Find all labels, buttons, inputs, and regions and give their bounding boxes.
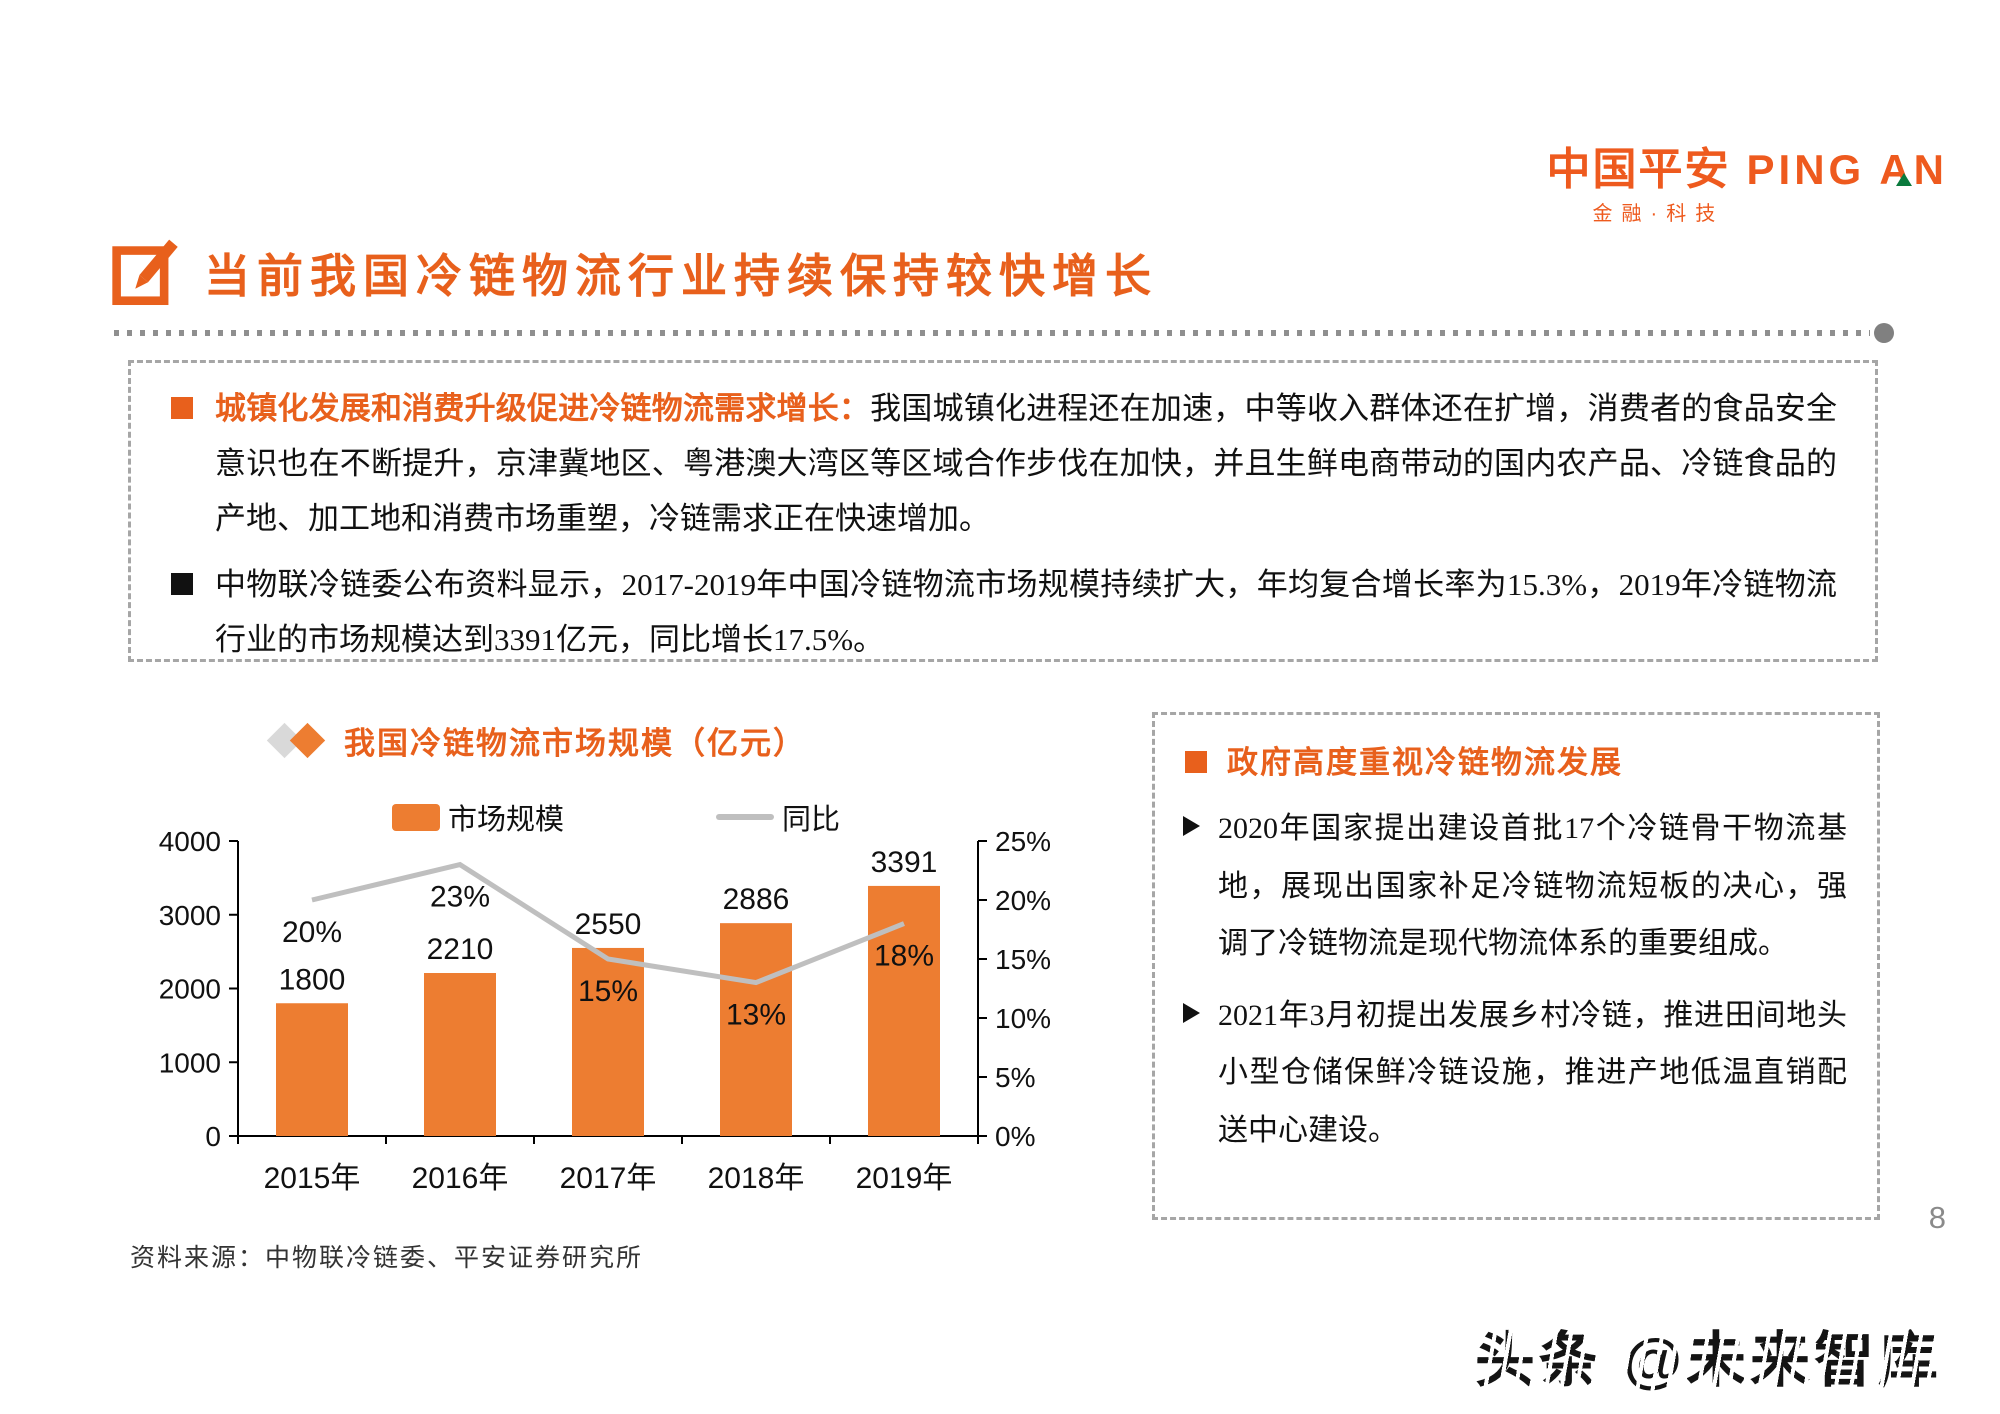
government-box: 政府高度重视冷链物流发展 2020年国家提出建设首批17个冷链骨干物流基地，展现… xyxy=(1152,712,1880,1220)
category-label: 2019年 xyxy=(856,1162,953,1195)
right-axis-tick-label: 20% xyxy=(995,885,1051,916)
square-bullet-icon xyxy=(171,572,193,595)
bar-value-label: 2550 xyxy=(575,908,642,941)
logo-green-accent-icon xyxy=(1896,173,1912,186)
bar xyxy=(424,973,496,1136)
source-note: 资料来源：中物联冷链委、平安证券研究所 xyxy=(130,1245,644,1272)
page-number: 8 xyxy=(1928,1200,1946,1235)
divider-end-dot xyxy=(1874,323,1894,343)
government-box-header: 政府高度重视冷链物流发展 xyxy=(1181,737,1847,782)
category-label: 2017年 xyxy=(560,1162,657,1195)
key-point-item: 中物联冷链委公布资料显示，2017-2019年中国冷链物流市场规模持续扩大，年均… xyxy=(165,557,1837,667)
government-point-item: 2021年3月初提出发展乡村冷链，推进田间地头小型仓储保鲜冷链设施，推进产地低温… xyxy=(1181,987,1847,1160)
logo-english-name: PING AN xyxy=(1746,146,1948,193)
logo-subtitle: 金融·科技 xyxy=(1592,203,1725,225)
bar-value-label: 2886 xyxy=(723,883,790,916)
arrow-bullet-icon xyxy=(1183,1002,1200,1023)
bar xyxy=(572,947,644,1136)
market-size-combo-chart: 0 1000 2000 3000 4000 0% 5% 10% 15% 20% 25% 1800 201… xyxy=(159,826,1051,1195)
chart-title: 我国冷链物流市场规模（亿元） xyxy=(344,726,806,761)
right-axis-tick-label: 10% xyxy=(995,1003,1051,1034)
right-axis-tick-label: 25% xyxy=(995,826,1051,857)
title-block: 当前我国冷链物流行业持续保持较快增长 xyxy=(112,238,1158,308)
legend-label: 同比 xyxy=(782,804,841,836)
logo-chinese-name: 中国平安 xyxy=(1546,145,1731,194)
left-axis-tick-label: 1000 xyxy=(159,1047,221,1078)
watermark: 头条 @未来智库 xyxy=(1470,1308,1946,1403)
bar-swatch-icon xyxy=(392,803,440,831)
line-value-label: 20% xyxy=(282,916,342,949)
left-axis-tick-label: 4000 xyxy=(159,826,221,857)
key-point-lead: 城镇化发展和消费升级促进冷链物流需求增长： xyxy=(215,391,871,426)
line-value-label: 18% xyxy=(874,940,934,973)
bar-value-label: 3391 xyxy=(871,846,938,879)
bar xyxy=(276,1003,348,1136)
square-bullet-icon xyxy=(1185,750,1207,773)
government-point-text: 2021年3月初提出发展乡村冷链，推进田间地头小型仓储保鲜冷链设施，推进产地低温… xyxy=(1218,998,1847,1147)
category-label: 2018年 xyxy=(708,1162,805,1195)
legend-item-market-size: 市场规模 xyxy=(392,796,564,838)
chart-area: 0 1000 2000 3000 4000 0% 5% 10% 15% 20% 25% 1800 201… xyxy=(138,826,1068,1211)
dotted-divider xyxy=(114,323,1894,343)
page-title: 当前我国冷链物流行业持续保持较快增长 xyxy=(204,251,1158,302)
bar xyxy=(720,923,792,1136)
government-box-title: 政府高度重视冷链物流发展 xyxy=(1227,745,1623,780)
right-axis-tick-label: 15% xyxy=(995,944,1051,975)
line-swatch-icon xyxy=(716,814,774,820)
bar-value-label: 2210 xyxy=(427,933,494,966)
left-axis-tick-label: 0 xyxy=(205,1121,221,1152)
category-label: 2016年 xyxy=(412,1162,509,1195)
legend-label: 市场规模 xyxy=(448,804,565,836)
key-point-text: 城镇化发展和消费升级促进冷链物流需求增长：我国城镇化进程还在加速，中等收入群体还… xyxy=(215,391,1838,537)
chart-header: 我国冷链物流市场规模（亿元） xyxy=(266,718,806,763)
legend-item-yoy: 同比 xyxy=(716,796,840,838)
diamond-icon xyxy=(289,722,326,759)
right-axis-tick-label: 0% xyxy=(995,1121,1035,1152)
category-label: 2015年 xyxy=(264,1162,361,1195)
line-value-label: 23% xyxy=(430,881,490,914)
yoy-line xyxy=(311,861,905,986)
right-axis-tick-label: 5% xyxy=(995,1062,1035,1093)
line-value-label: 15% xyxy=(578,975,638,1008)
left-axis-tick-label: 2000 xyxy=(159,974,221,1005)
left-axis-tick-label: 3000 xyxy=(159,900,221,931)
key-points-box: 城镇化发展和消费升级促进冷链物流需求增长：我国城镇化进程还在加速，中等收入群体还… xyxy=(128,360,1878,662)
key-point-text: 中物联冷链委公布资料显示，2017-2019年中国冷链物流市场规模持续扩大，年均… xyxy=(215,566,1837,657)
pencil-edit-icon xyxy=(112,239,178,306)
bar xyxy=(868,885,940,1136)
line-value-label: 13% xyxy=(726,999,786,1032)
arrow-bullet-icon xyxy=(1183,816,1200,836)
key-point-item: 城镇化发展和消费升级促进冷链物流需求增长：我国城镇化进程还在加速，中等收入群体还… xyxy=(165,381,1837,547)
government-point-text: 2020年国家提出建设首批17个冷链骨干物流基地，展现出国家补足冷链物流短板的决… xyxy=(1218,812,1847,961)
government-point-item: 2020年国家提出建设首批17个冷链骨干物流基地，展现出国家补足冷链物流短板的决… xyxy=(1181,800,1847,973)
pingan-logo: 中国平安 PING AN 金融·科技 xyxy=(1546,145,1948,225)
bar-value-label: 1800 xyxy=(279,963,346,996)
chart-legend: 市场规模 同比 xyxy=(130,796,1060,836)
square-bullet-icon xyxy=(171,397,193,419)
